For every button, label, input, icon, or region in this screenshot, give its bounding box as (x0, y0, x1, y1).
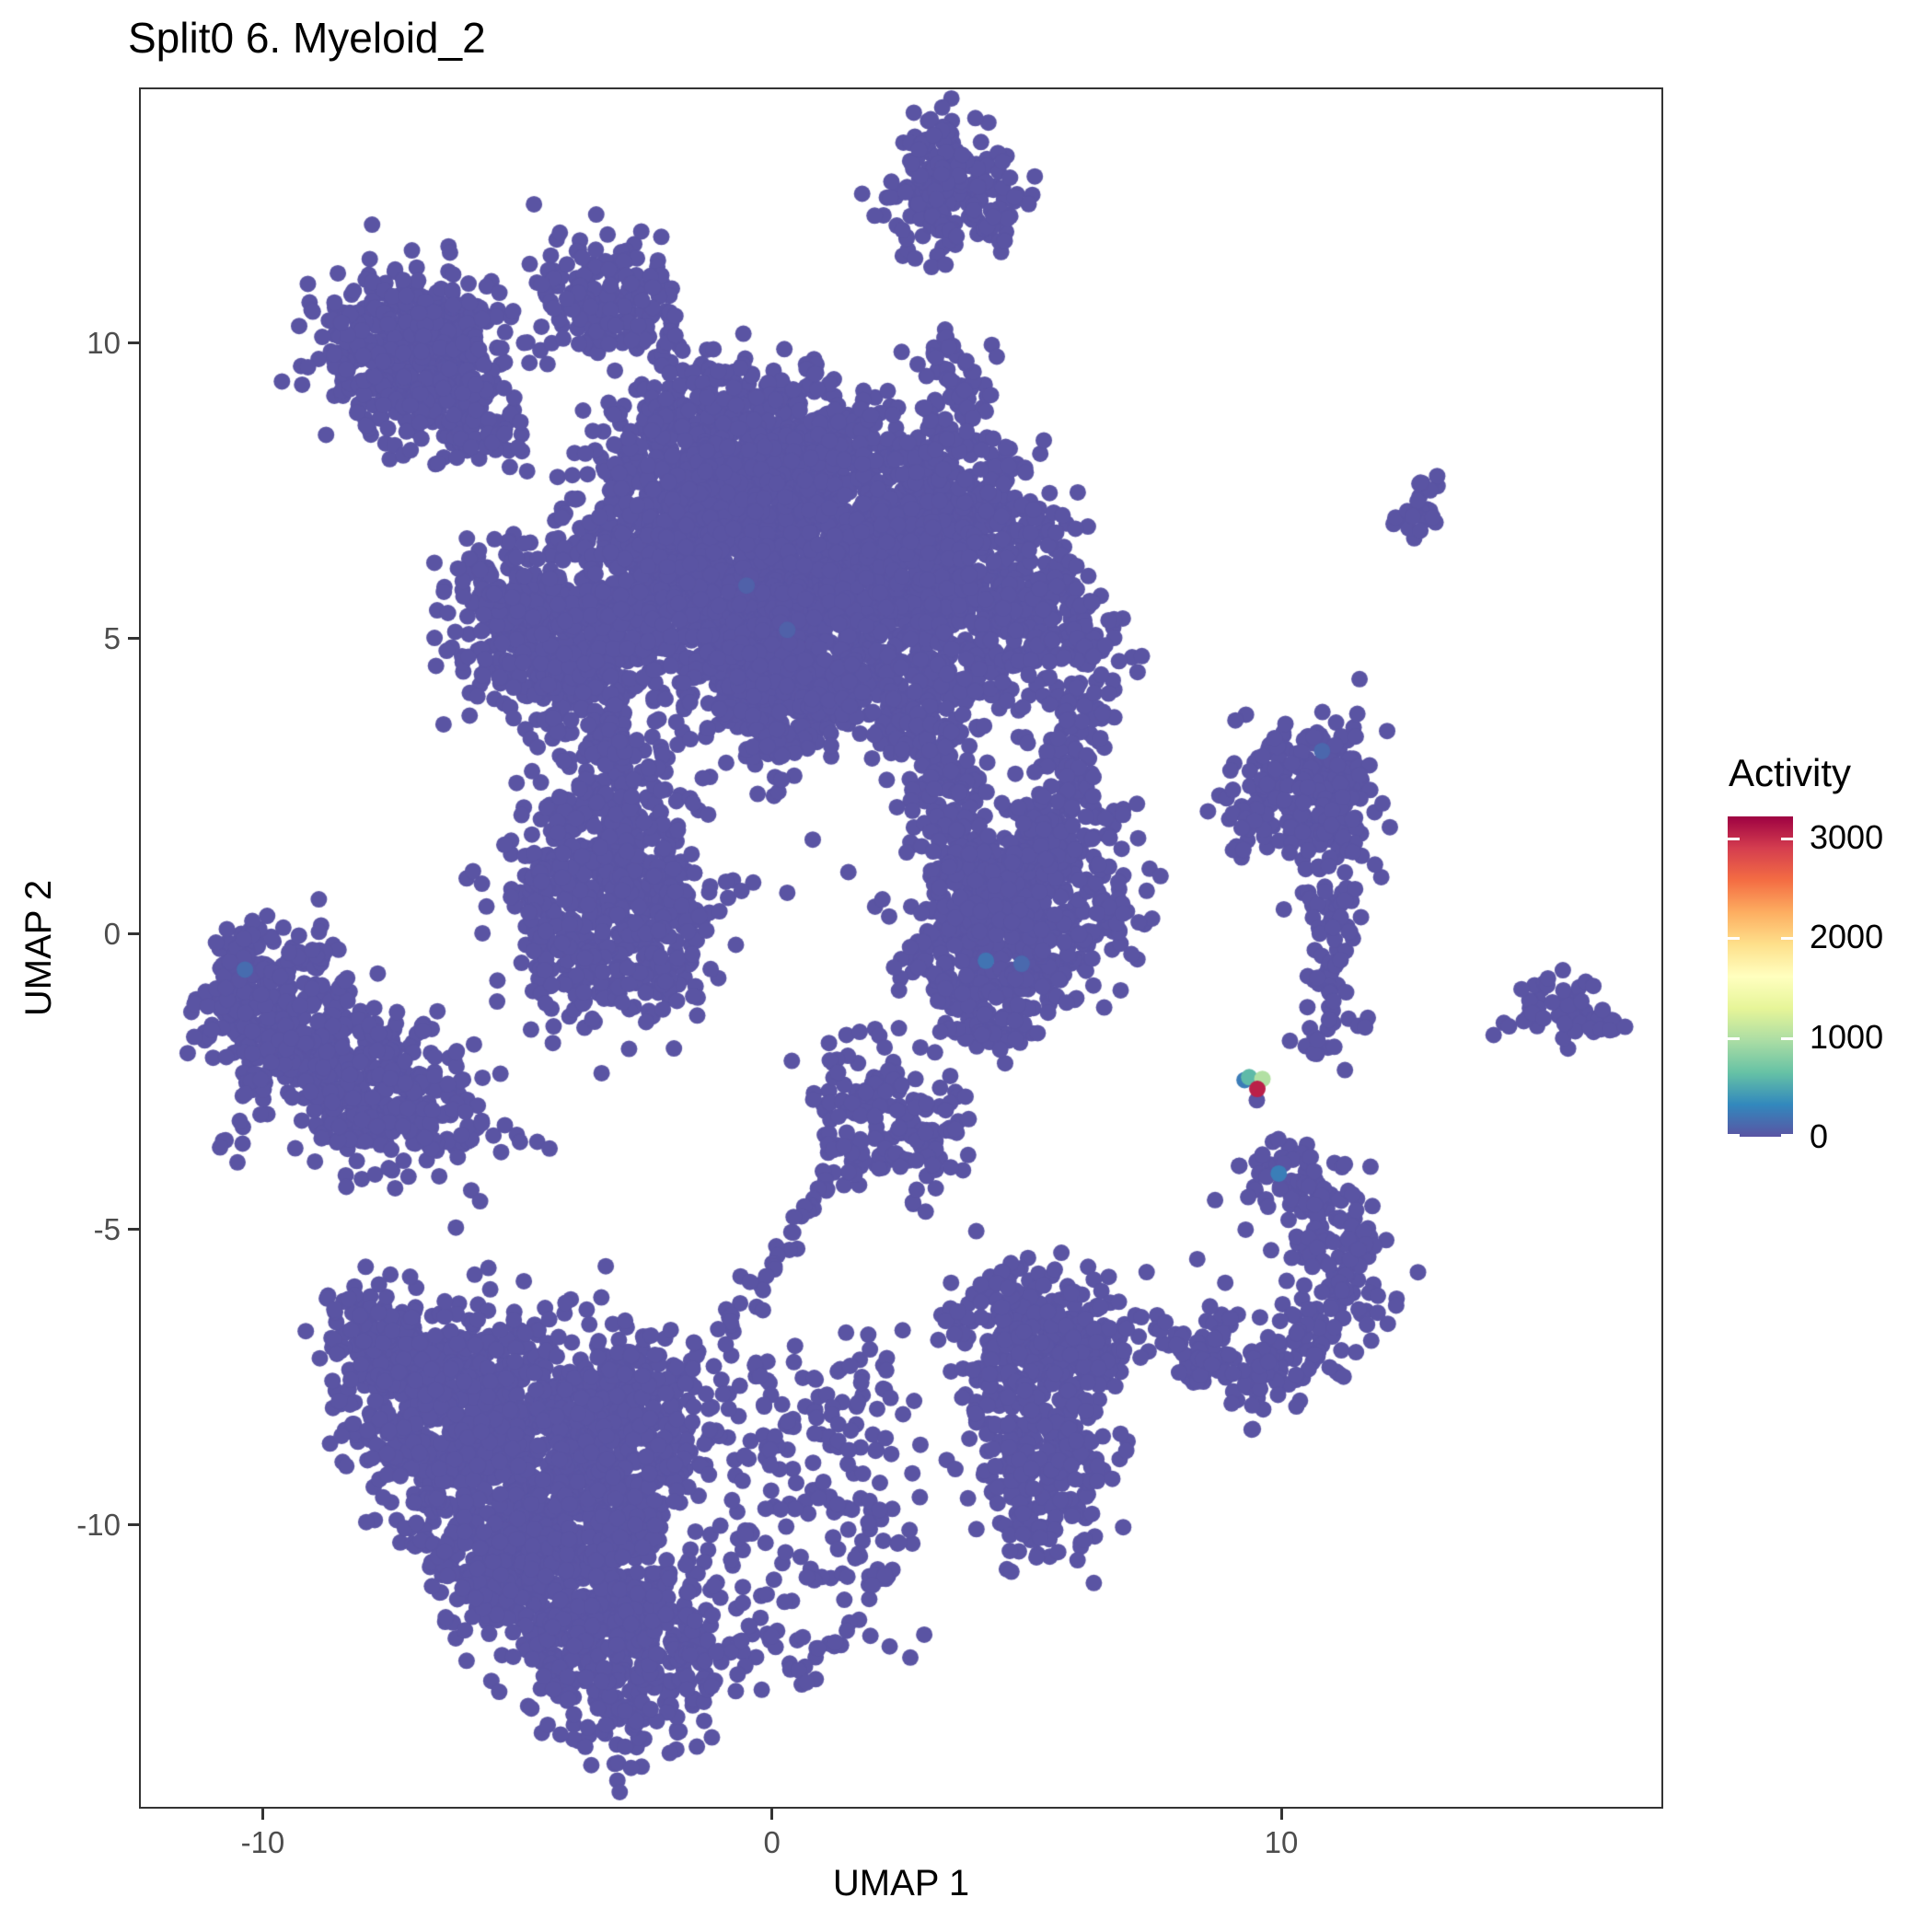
plot-title: Split0 6. Myeloid_2 (128, 14, 486, 62)
legend-tick-mark (1728, 1134, 1740, 1137)
legend-colorbar (1728, 816, 1793, 1137)
x-tick-label: 0 (763, 1825, 781, 1859)
y-tick-mark (128, 932, 139, 936)
x-tick-label: 10 (1264, 1825, 1299, 1859)
legend-tick-mark (1781, 837, 1793, 840)
umap-scatter-canvas (139, 87, 1663, 1809)
legend-tick-mark (1781, 1036, 1793, 1040)
y-tick-label: 0 (103, 916, 121, 951)
legend-tick-mark (1728, 837, 1740, 840)
legend-tick-mark (1781, 937, 1793, 941)
legend-tick-label: 0 (1810, 1117, 1829, 1155)
legend-tick-mark (1728, 937, 1740, 941)
y-tick-mark (128, 1228, 139, 1232)
y-tick-mark (128, 637, 139, 641)
x-tick-mark (770, 1809, 774, 1820)
legend-tick-label: 1000 (1810, 1017, 1884, 1056)
y-tick-mark (128, 1523, 139, 1527)
legend-tick-label: 3000 (1810, 817, 1884, 856)
y-tick-label: 10 (87, 325, 121, 360)
legend-tick-mark (1781, 1134, 1793, 1137)
y-tick-label: -10 (76, 1507, 121, 1542)
y-tick-mark (128, 341, 139, 345)
x-tick-mark (1279, 1809, 1283, 1820)
x-axis-title: UMAP 1 (832, 1863, 970, 1903)
legend-title: Activity (1729, 751, 1852, 794)
legend-tick-label: 2000 (1810, 918, 1884, 956)
legend-tick-mark (1728, 1036, 1740, 1040)
x-tick-mark (260, 1809, 264, 1820)
x-tick-label: -10 (240, 1825, 285, 1859)
y-tick-label: 5 (103, 620, 121, 655)
y-tick-label: -5 (93, 1211, 121, 1246)
